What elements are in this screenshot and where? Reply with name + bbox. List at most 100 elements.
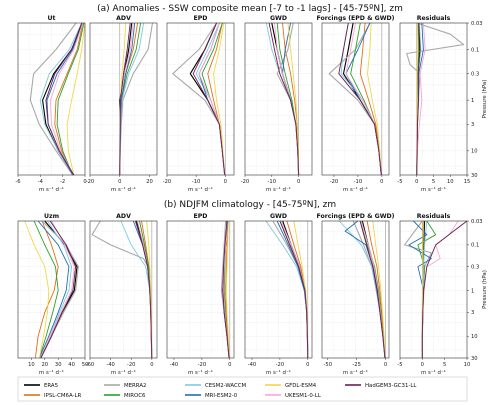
legend-item-ipsl-cm6a-lr: IPSL-CM6A-LR xyxy=(24,393,81,399)
legend-item-ukesm1-0-ll: UKESM1-0-LL xyxy=(265,393,321,399)
x-tick-label: 0 xyxy=(306,362,309,368)
series-line-merra2 xyxy=(328,22,382,176)
x-axis-label: m s⁻¹ d⁻¹ xyxy=(111,369,136,376)
x-tick-label: 50 xyxy=(82,362,89,368)
series-line-mri-esm2-0 xyxy=(37,220,70,359)
series-line-miroc6 xyxy=(350,22,382,176)
panel-frame xyxy=(89,22,158,176)
series-line-miroc6 xyxy=(359,220,386,359)
panel-b-forcings-epd-gwd: Forcings (EPD & GWD) -50 -25 0 m s⁻¹ d⁻¹ xyxy=(316,213,394,376)
legend-label: CESM2-WACCM xyxy=(205,383,247,389)
x-tick-label: 15 xyxy=(464,179,471,185)
panel-b-epd: EPD -40 -20 0 m s⁻¹ d⁻¹ xyxy=(166,213,235,376)
panel-a-epd: EPD -20 -10 0 m s⁻¹ d⁻¹ xyxy=(163,15,235,193)
x-tick-label: 10 xyxy=(447,179,454,185)
y-tick-label: 0.3 xyxy=(471,71,479,77)
x-tick-label: 0 xyxy=(228,362,231,368)
y-tick-label: 0.3 xyxy=(471,264,479,270)
y-tick-label: 0.1 xyxy=(471,243,479,249)
series-line-ukesm1-0-ll xyxy=(49,22,84,176)
x-axis-label: m s⁻¹ d⁻¹ xyxy=(39,369,64,376)
y-tick-label: 3 xyxy=(471,310,474,316)
x-axis-label: m s⁻¹ d⁻¹ xyxy=(266,369,291,376)
series-line-merra2 xyxy=(403,220,432,358)
series-line-mri-esm2-0 xyxy=(344,220,386,359)
series-line-hadgem3-gc31-ll xyxy=(40,220,77,359)
series-line-hadgem3-gc31-ll xyxy=(279,220,309,359)
panel-a-ut: Ut -6 -4 -2 0 m s⁻¹ d⁻¹ xyxy=(15,15,86,193)
panel-title: GWD xyxy=(270,213,287,220)
panel-title: Forcings (EPD & GWD) xyxy=(316,15,394,22)
x-tick-label: -20 xyxy=(127,362,135,368)
series-line-hadgem3-gc31-ll xyxy=(45,22,83,176)
panel-frame xyxy=(244,220,313,359)
x-tick-label: 0 xyxy=(150,362,153,368)
panel-a-residuals: Residuals -5 0 5 10 15 m s⁻¹ d⁻¹ 0.03 0.1 0.3 1 3 10… xyxy=(397,15,488,193)
series-line-ukesm1-0-ll xyxy=(274,22,300,176)
panel-frame xyxy=(17,22,86,176)
y-axis-label: Pressure (hPa) xyxy=(482,80,488,119)
series-line-miroc6 xyxy=(417,220,437,358)
series-line-mri-esm2-0 xyxy=(46,22,84,176)
panel-b-gwd: GWD -40 -20 0 m s⁻¹ d⁻¹ xyxy=(244,213,313,376)
panel-a-forcings-epd-gwd: Forcings (EPD & GWD) -20 -10 0 m s⁻¹ d⁻¹ xyxy=(316,15,394,193)
series-line-ipsl-cm6a-lr xyxy=(366,220,386,359)
x-tick-label: -6 xyxy=(15,179,20,185)
y-tick-label: 3 xyxy=(471,122,474,128)
series-line-cesm2-waccm xyxy=(265,22,300,176)
panel-frame xyxy=(17,220,86,359)
panel-title: GWD xyxy=(270,15,287,22)
legend-label: MERRA2 xyxy=(124,383,146,389)
x-axis-label: m s⁻¹ d⁻¹ xyxy=(421,369,446,376)
panel-b-residuals: Residuals-5 0 5 10m s⁻¹ d⁻¹0.030.10.3131030… xyxy=(397,213,488,376)
legend-item-era5: ERA5 xyxy=(24,383,58,389)
x-tick-label: -20 xyxy=(198,362,206,368)
series-line-hadgem3-gc31-ll xyxy=(421,220,468,358)
series-line-gfdl-esm4 xyxy=(213,22,226,176)
y-tick-label: 10 xyxy=(471,149,478,155)
series-line-hadgem3-gc31-ll xyxy=(359,220,386,359)
series-line-gfdl-esm4 xyxy=(287,22,300,176)
series-line-ukesm1-0-ll xyxy=(40,220,75,359)
panel-title: EPD xyxy=(194,213,208,220)
x-tick-label: -50 xyxy=(324,362,332,368)
panel-title: Ut xyxy=(48,15,56,22)
y-tick-label: 1 xyxy=(471,98,474,104)
y-tick-label: 0.03 xyxy=(471,21,483,27)
x-tick-label: -20 xyxy=(330,179,338,185)
y-tick-label: 30 xyxy=(471,173,478,179)
panel-b-adv: ADV -60 -40 -20 0 m s⁻¹ d⁻¹ xyxy=(86,213,158,376)
series-line-cesm2-waccm xyxy=(39,22,83,176)
x-tick-label: 5 xyxy=(432,179,435,185)
legend-frame xyxy=(17,376,468,402)
legend-label: UKESM1-0-LL xyxy=(285,393,321,399)
series-line-cesm2-waccm xyxy=(340,22,382,176)
x-tick-label: 0 xyxy=(415,179,418,185)
title-a: (a) Anomalies - SSW composite mean [-7 t… xyxy=(97,4,403,14)
series-line-ipsl-cm6a-lr xyxy=(225,220,230,359)
panel-title: Residuals xyxy=(417,15,451,22)
panel-title: EPD xyxy=(194,15,208,22)
x-tick-label: -20 xyxy=(86,179,94,185)
x-axis-label: m s⁻¹ d⁻¹ xyxy=(188,186,213,193)
x-tick-label: -25 xyxy=(352,362,360,368)
series-line-gfdl-esm4 xyxy=(24,220,50,359)
x-tick-label: 20 xyxy=(146,179,153,185)
x-tick-label: -20 xyxy=(276,362,284,368)
x-tick-label: 0 xyxy=(421,362,424,368)
series-line-hadgem3-gc31-ll xyxy=(134,220,153,359)
x-axis-label: m s⁻¹ d⁻¹ xyxy=(421,186,446,193)
x-tick-label: -5 xyxy=(397,179,402,185)
legend: ERA5 IPSL-CM6A-LR MERRA2 MIROC6 CESM2-WACCM M… xyxy=(17,376,468,402)
x-tick-label: 0 xyxy=(384,362,387,368)
panel-frame xyxy=(399,220,468,359)
y-tick-label: 0.1 xyxy=(471,47,479,53)
x-axis-label: m s⁻¹ d⁻¹ xyxy=(111,186,136,193)
panel-frame xyxy=(244,22,313,176)
panel-a-gwd: GWD -20 -10 0 m s⁻¹ d⁻¹ xyxy=(241,15,313,193)
series-line-ipsl-cm6a-lr xyxy=(54,22,84,176)
legend-label: HadGEM3-GC31-LL xyxy=(365,383,416,389)
panel-frame xyxy=(321,22,390,176)
series-line-gfdl-esm4 xyxy=(225,220,230,359)
